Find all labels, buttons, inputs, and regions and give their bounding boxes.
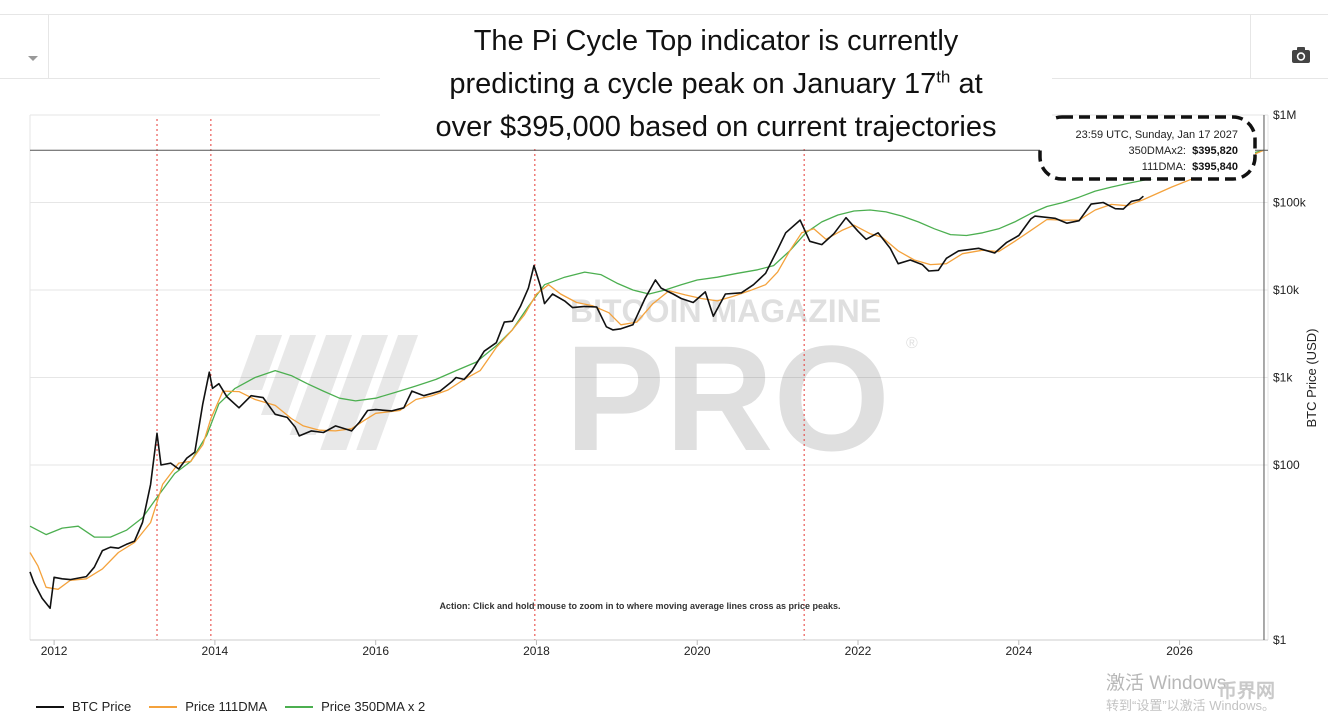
- legend-item-111dma[interactable]: Price 111DMA: [149, 699, 267, 714]
- headline: The Pi Cycle Top indicator is currently …: [380, 20, 1052, 149]
- headline-superscript: th: [936, 67, 951, 87]
- toolbar-divider-left: [48, 14, 49, 78]
- x-tick-label: 2024: [1005, 644, 1032, 658]
- legend-item-350dma-x2[interactable]: Price 350DMA x 2: [285, 699, 425, 714]
- x-tick-label: 2026: [1166, 644, 1193, 658]
- headline-line-2-tail: at: [950, 68, 983, 100]
- headline-line-2-text: predicting a cycle peak on January 17: [449, 68, 937, 100]
- series-line-btc-price: [29, 195, 1144, 610]
- watermark-pro: PRO: [565, 314, 890, 482]
- x-tick-label: 2020: [684, 644, 711, 658]
- tooltip-111-value: $395,840: [1192, 161, 1238, 173]
- x-tick-label: 2022: [845, 644, 872, 658]
- x-tick-label: 2016: [362, 644, 389, 658]
- series: [29, 149, 1265, 610]
- tooltip-111-label: 111DMA:: [1142, 161, 1186, 173]
- legend-label: Price 111DMA: [185, 699, 268, 714]
- x-tick-label: 2012: [41, 644, 68, 658]
- tooltip-350-value: $395,820: [1192, 145, 1238, 157]
- site-logo: 币界网: [1218, 681, 1276, 702]
- action-hint: Action: Click and hold mouse to zoom in …: [439, 601, 840, 611]
- y-tick-label: $1k: [1273, 371, 1293, 385]
- headline-line-3: over $395,000 based on current trajector…: [435, 111, 997, 143]
- x-tick-label: 2014: [202, 644, 229, 658]
- y-tick-label: $100k: [1273, 196, 1307, 210]
- legend: BTC Price Price 111DMA Price 350DMA x 2: [36, 699, 425, 714]
- watermark-registered: ®: [906, 335, 918, 352]
- camera-icon[interactable]: [1291, 46, 1311, 64]
- legend-item-btc-price[interactable]: BTC Price: [36, 699, 131, 714]
- y-tick-label: $10k: [1273, 283, 1300, 297]
- headline-line-2: predicting a cycle peak on January 17th …: [384, 63, 1048, 106]
- y-tick-label: $100: [1273, 458, 1300, 472]
- tooltip-time: 23:59 UTC, Sunday, Jan 17 2027: [1076, 129, 1238, 141]
- legend-label: Price 350DMA x 2: [321, 699, 426, 714]
- crosshair-tooltip: 23:59 UTC, Sunday, Jan 17 2027 350DMAx2:…: [1038, 115, 1257, 181]
- axes: $1 $100 $1k $10k $100k $1M 2012 2014 2016 2018 202…: [30, 108, 1307, 658]
- watermark: BITCOIN MAGAZINE PRO ®: [236, 293, 918, 482]
- chevron-down-icon[interactable]: [28, 56, 38, 61]
- toolbar-divider-right: [1250, 14, 1251, 78]
- legend-label: BTC Price: [72, 699, 132, 714]
- y-axis-label: BTC Price (USD): [1304, 329, 1319, 428]
- series-line-price-350dma-x2: [29, 149, 1265, 538]
- y-tick-label: $1: [1273, 633, 1287, 647]
- x-tick-label: 2018: [523, 644, 550, 658]
- y-tick-label: $1M: [1273, 108, 1296, 122]
- tooltip-350-label: 350DMAx2:: [1129, 145, 1186, 157]
- windows-activation-hint: 转到“设置”以激活 Windows。: [1106, 698, 1276, 713]
- toolbar-top-border: [0, 14, 1328, 15]
- legend-swatch: [149, 705, 178, 708]
- legend-swatch: [285, 705, 314, 708]
- windows-activation-title: 激活 Windows: [1106, 673, 1227, 694]
- legend-swatch: [36, 705, 64, 708]
- headline-line-1: The Pi Cycle Top indicator is currently: [473, 25, 959, 57]
